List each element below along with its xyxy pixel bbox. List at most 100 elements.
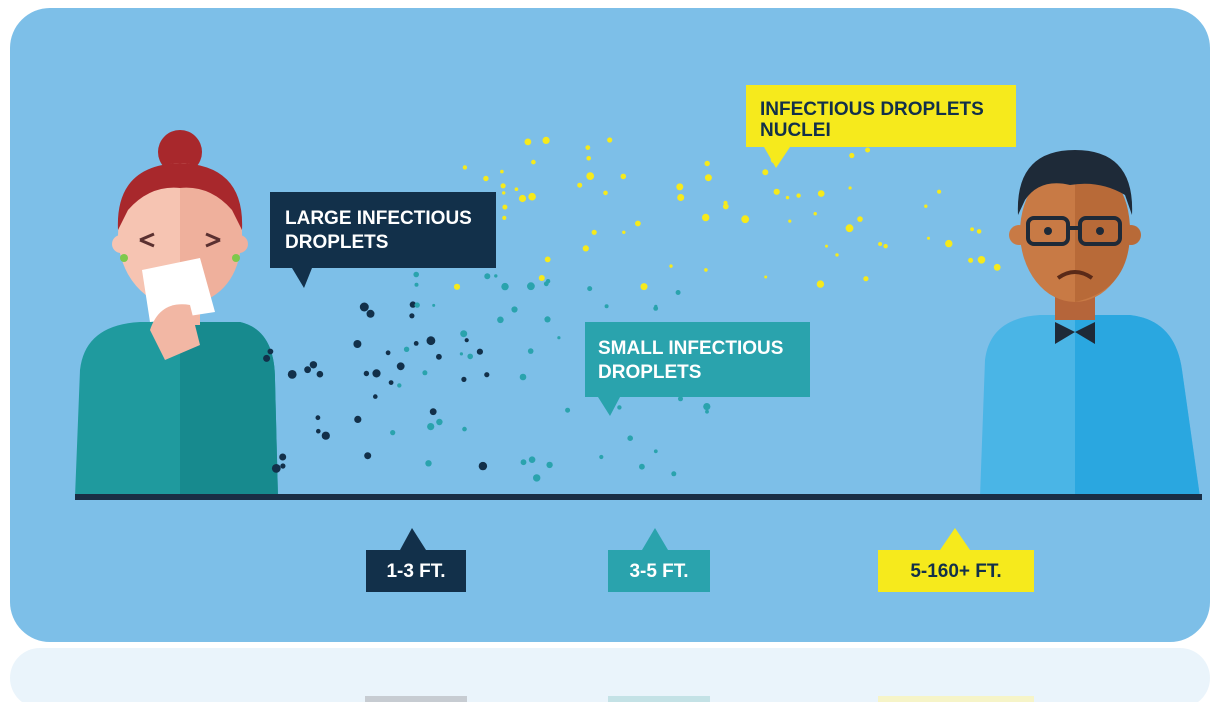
droplet (484, 372, 489, 377)
droplet (497, 317, 504, 324)
droplet (577, 183, 582, 188)
droplet (415, 283, 419, 287)
droplet (436, 354, 442, 360)
droplet (627, 435, 633, 441)
droplet (353, 340, 361, 348)
droplet (462, 427, 467, 432)
droplet (786, 196, 789, 199)
droplet (268, 349, 274, 355)
droplet (883, 244, 887, 248)
droplet (849, 186, 852, 189)
droplet (280, 463, 285, 468)
droplet (515, 187, 519, 191)
callout-text: SMALL INFECTIOUS (598, 338, 783, 359)
droplet (764, 276, 767, 279)
droplet (511, 306, 517, 312)
droplet (463, 165, 467, 169)
droplet (705, 174, 712, 181)
droplet (585, 145, 590, 150)
droplet (814, 212, 817, 215)
droplet (531, 160, 536, 165)
droplet (669, 264, 672, 267)
droplet (520, 374, 527, 381)
droplet (436, 419, 442, 425)
droplet (846, 224, 854, 232)
droplet (430, 408, 437, 415)
droplet (461, 377, 466, 382)
droplet (390, 430, 395, 435)
droplet (364, 371, 369, 376)
droplet (263, 355, 270, 362)
droplet (968, 258, 973, 263)
droplet (528, 193, 536, 201)
callout-box (585, 322, 810, 397)
droplet (703, 403, 710, 410)
droplet (367, 310, 375, 318)
reflection-label (365, 696, 467, 702)
droplet (621, 174, 627, 180)
droplet (978, 256, 986, 264)
droplet (970, 227, 974, 231)
droplet (705, 161, 710, 166)
droplet (818, 190, 825, 197)
droplet (501, 283, 508, 290)
droplet (465, 338, 469, 342)
droplet (529, 456, 536, 463)
droplet (427, 336, 436, 345)
droplet (354, 416, 361, 423)
droplet (317, 371, 324, 378)
droplet (525, 139, 532, 146)
droplet (678, 396, 683, 401)
droplet (977, 229, 982, 234)
droplet (774, 189, 780, 195)
droplet (994, 264, 1001, 271)
droplet (788, 220, 791, 223)
droplet (676, 290, 681, 295)
droplet (605, 304, 609, 308)
droplet (460, 330, 467, 337)
droplet (702, 214, 709, 221)
droplet (607, 137, 612, 142)
droplet (467, 354, 473, 360)
droplet (389, 380, 394, 385)
callout-text: INFECTIOUS DROPLETS (760, 99, 984, 120)
distance-label: 1-3 FT. (386, 561, 445, 582)
droplet (849, 153, 854, 158)
droplet (404, 347, 409, 352)
droplet (565, 408, 570, 413)
reflection-label (608, 696, 710, 702)
droplet (360, 303, 369, 312)
droplet (544, 316, 550, 322)
droplet (422, 370, 427, 375)
droplet (413, 272, 419, 278)
droplet (583, 245, 589, 251)
droplet (705, 410, 709, 414)
droplet (527, 282, 535, 290)
droplet (586, 172, 594, 180)
droplet (304, 366, 311, 373)
droplet (427, 423, 434, 430)
ground-line (75, 494, 1202, 500)
droplet (372, 369, 380, 377)
droplet (677, 194, 684, 201)
droplet (415, 302, 420, 307)
droplet (316, 415, 321, 420)
callout-text: DROPLETS (598, 362, 701, 383)
droplet (519, 195, 526, 202)
droplet (857, 216, 863, 222)
droplet (865, 148, 870, 153)
droplet (603, 191, 608, 196)
droplet (477, 349, 483, 355)
droplet (654, 449, 658, 453)
droplet (641, 283, 648, 290)
droplet (544, 281, 549, 286)
droplet (796, 193, 800, 197)
droplet (586, 156, 591, 161)
droplet (762, 169, 768, 175)
droplet (310, 361, 317, 368)
droplet (543, 137, 550, 144)
droplet (521, 459, 527, 465)
droplet (545, 257, 551, 263)
infographic: LARGE INFECTIOUS DROPLETS SMALL INFECTIO… (0, 0, 1211, 702)
distance-label: 3-5 FT. (629, 561, 688, 582)
